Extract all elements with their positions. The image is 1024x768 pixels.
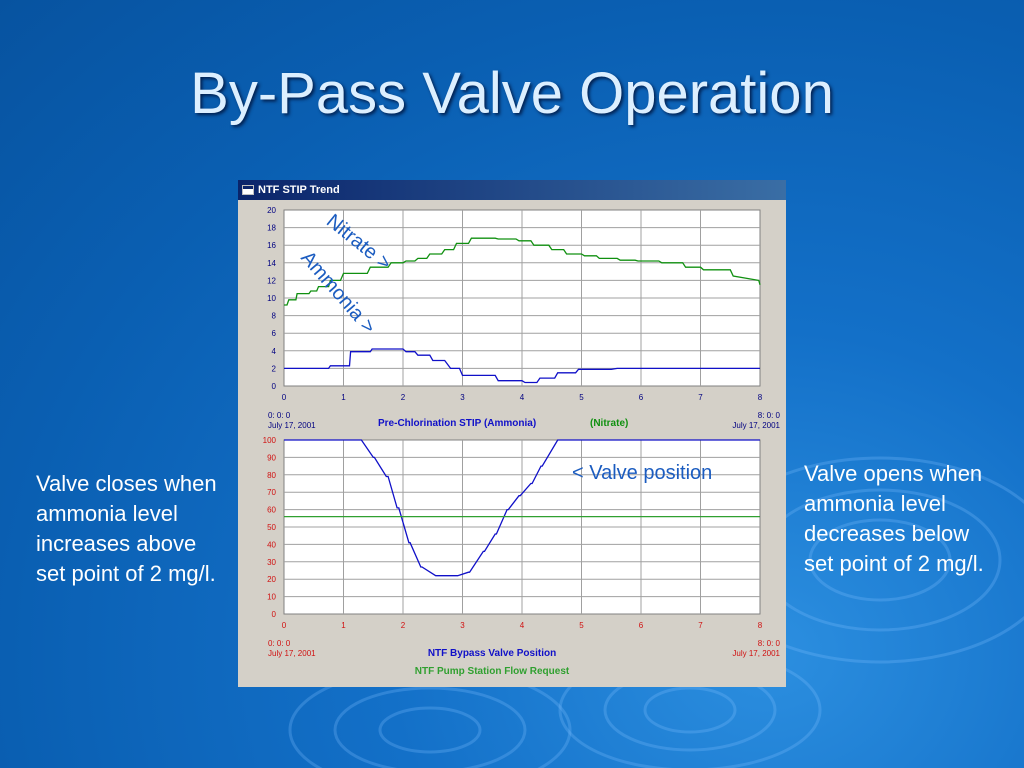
x-tick-label: 7 [698, 393, 703, 402]
y-tick-label: 20 [267, 575, 276, 584]
y-tick-label: 0 [272, 610, 277, 619]
x-tick-label: 6 [639, 393, 644, 402]
date-start: July 17, 2001 [268, 421, 316, 430]
x-tick-label: 5 [579, 621, 584, 630]
y-tick-label: 14 [267, 259, 276, 268]
x-tick-label: 4 [520, 621, 525, 630]
y-tick-label: 10 [267, 294, 276, 303]
legend-entry: Pre-Chlorination STIP (Ammonia) [378, 418, 536, 429]
y-tick-label: 16 [267, 241, 276, 250]
y-tick-label: 20 [267, 206, 276, 215]
legend-entry: (Nitrate) [590, 418, 628, 429]
x-tick-label: 2 [401, 621, 406, 630]
series-line--nitrate- [284, 237, 761, 306]
slide-title: By-Pass Valve Operation [190, 61, 834, 126]
x-tick-label: 3 [460, 621, 465, 630]
y-tick-label: 0 [272, 382, 277, 391]
window-title: NTF STIP Trend [258, 184, 340, 196]
x-tick-label: 8 [758, 393, 763, 402]
y-tick-label: 50 [267, 523, 276, 532]
window-icon [242, 185, 254, 195]
y-tick-label: 2 [272, 364, 277, 373]
x-tick-label: 7 [698, 621, 703, 630]
y-tick-label: 60 [267, 506, 276, 515]
x-tick-label: 3 [460, 393, 465, 402]
date-end: July 17, 2001 [732, 649, 780, 658]
y-tick-label: 70 [267, 488, 276, 497]
right-note: Valve opens when ammonia level decreases… [804, 461, 984, 576]
valve-annotation: < Valve position [572, 462, 713, 484]
time-start: 0: 0: 0 [268, 411, 291, 420]
window-titlebar[interactable]: NTF STIP Trend [238, 180, 786, 200]
time-start: 0: 0: 0 [268, 639, 291, 648]
y-tick-label: 6 [272, 329, 277, 338]
x-tick-label: 2 [401, 393, 406, 402]
x-tick-label: 1 [341, 393, 346, 402]
y-tick-label: 40 [267, 540, 276, 549]
y-tick-label: 18 [267, 224, 276, 233]
time-end: 8: 0: 0 [758, 639, 781, 648]
x-tick-label: 8 [758, 621, 763, 630]
x-tick-label: 1 [341, 621, 346, 630]
y-tick-label: 30 [267, 558, 276, 567]
date-end: July 17, 2001 [732, 421, 780, 430]
series-line-ntf-bypass-valve-position [284, 439, 760, 577]
y-tick-label: 10 [267, 593, 276, 602]
y-tick-label: 8 [272, 312, 277, 321]
trend-window: NTF STIP Trend 0 2 4 6 8 10 12 14 16 18 20 0 1 2 3 4 5 6 7… [238, 180, 786, 687]
time-end: 8: 0: 0 [758, 411, 781, 420]
left-note: Valve closes when ammonia level increase… [36, 471, 217, 586]
x-tick-label: 0 [282, 393, 287, 402]
x-tick-label: 0 [282, 621, 287, 630]
legend-entry: NTF Pump Station Flow Request [415, 666, 570, 677]
x-tick-label: 6 [639, 621, 644, 630]
x-tick-label: 5 [579, 393, 584, 402]
series-line-pre-chlorination-stip-ammonia- [284, 348, 760, 384]
y-tick-label: 100 [263, 436, 277, 445]
y-tick-label: 12 [267, 276, 276, 285]
y-tick-label: 4 [272, 347, 277, 356]
date-start: July 17, 2001 [268, 649, 316, 658]
y-tick-label: 90 [267, 453, 276, 462]
x-tick-label: 4 [520, 393, 525, 402]
y-tick-label: 80 [267, 471, 276, 480]
legend-entry: NTF Bypass Valve Position [428, 648, 556, 659]
